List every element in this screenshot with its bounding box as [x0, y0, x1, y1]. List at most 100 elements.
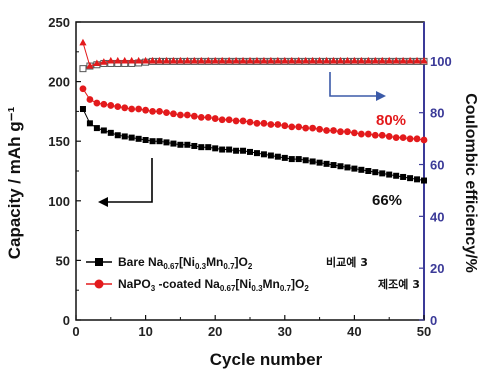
capacity-arrow-head [98, 197, 108, 207]
data-point-s1-x27 [260, 119, 268, 127]
data-point-s0-x34 [309, 158, 316, 165]
x-tick-label-20: 20 [208, 324, 222, 339]
x-tick-label-10: 10 [138, 324, 152, 339]
data-point-s0-x42 [365, 168, 372, 174]
data-point-s1-x3 [93, 99, 101, 107]
data-point-s0-x11 [149, 138, 156, 145]
data-point-s0-x20 [212, 145, 219, 152]
data-point-s1-x40 [351, 129, 358, 137]
data-point-s1-x1 [79, 85, 87, 93]
bare-retention-label: 66% [372, 192, 402, 209]
data-point-s3-x49 [413, 56, 421, 64]
legend-coated-sub3: 0.7 [280, 284, 292, 293]
data-point-s3-x42 [364, 56, 372, 64]
efficiency-arrow-head [376, 91, 386, 101]
svg-text:NaPO3 -coated Na0.67[Ni0.3Mn0.: NaPO3 -coated Na0.67[Ni0.3Mn0.7]O2 [118, 277, 309, 293]
data-point-s0-x10 [142, 137, 149, 144]
data-point-s1-x5 [107, 102, 115, 109]
legend-coated-sub1: 0.67 [220, 284, 236, 293]
data-series [79, 38, 428, 184]
data-point-s3-x41 [357, 56, 365, 64]
data-point-s3-x28 [267, 56, 275, 64]
data-point-s0-x44 [379, 170, 386, 177]
data-point-s1-x22 [225, 116, 233, 124]
data-point-s0-x7 [121, 133, 128, 140]
data-point-s1-x38 [337, 128, 344, 136]
left-y-tick-label-50: 50 [56, 253, 70, 268]
data-point-s1-x43 [371, 131, 379, 139]
data-point-s1-x21 [218, 116, 226, 124]
legend-bare-sub4: 2 [248, 262, 253, 271]
data-point-s3-x45 [385, 56, 393, 64]
data-point-s1-x50 [420, 136, 428, 144]
x-tick-label-50: 50 [417, 324, 431, 339]
data-point-s0-x19 [205, 144, 212, 151]
data-point-s3-x10 [142, 56, 150, 64]
data-point-s0-x50 [421, 177, 427, 184]
legend-bare-sub3: 0.7 [223, 262, 235, 271]
left-y-tick-label-250: 250 [48, 15, 70, 30]
data-point-s3-x20 [211, 56, 219, 64]
data-point-s0-x31 [288, 156, 295, 163]
data-point-s1-x11 [149, 108, 156, 115]
legend-item-coated: NaPO3 -coated Na0.67[Ni0.3Mn0.7]O2 제조예 3 [86, 277, 420, 293]
data-point-s1-x7 [121, 104, 129, 112]
legend-coated-sub0: 3 [151, 284, 156, 293]
data-point-s0-x46 [393, 172, 400, 179]
data-point-s1-x47 [399, 134, 407, 142]
data-point-s0-x16 [184, 141, 191, 148]
legend-coated-pre: NaPO [118, 277, 151, 291]
data-point-s1-x13 [163, 109, 170, 116]
data-point-s3-x21 [218, 56, 226, 64]
legend-coated-sub2: 0.3 [251, 284, 263, 293]
data-point-s0-x23 [233, 147, 240, 154]
legend-marker-bare [95, 258, 103, 266]
series-1 [79, 85, 428, 144]
data-point-s3-x48 [406, 56, 414, 64]
data-point-s0-x29 [274, 153, 281, 160]
data-point-s1-x35 [316, 125, 323, 133]
data-point-s1-x34 [309, 124, 317, 132]
series-0 [79, 106, 427, 184]
data-point-s0-x25 [247, 148, 253, 155]
right-y-tick-label-40: 40 [430, 209, 444, 224]
axis-arrows [98, 72, 386, 207]
left-y-axis-ticks: 0 50 100 150 200 250 [48, 15, 81, 328]
data-point-s3-x39 [343, 56, 352, 64]
data-point-s0-x12 [156, 138, 163, 145]
x-tick-label-40: 40 [347, 324, 361, 339]
data-point-s0-x47 [400, 173, 407, 180]
data-point-s1-x15 [177, 111, 184, 119]
legend-bare-sub2: 0.3 [195, 262, 207, 271]
x-tick-label-30: 30 [278, 324, 292, 339]
data-point-s3-x46 [392, 56, 400, 64]
legend-bare-sub1: 0.67 [163, 262, 179, 271]
legend-coated-note: 제조예 3 [378, 277, 420, 291]
data-point-s0-x9 [135, 135, 142, 142]
data-point-s1-x24 [239, 117, 247, 125]
data-point-s1-x44 [378, 131, 386, 139]
x-axis-ticks: 0 10 20 30 40 50 [72, 315, 431, 339]
data-point-s3-x25 [246, 56, 254, 64]
data-point-s0-x14 [170, 140, 177, 147]
data-point-s0-x35 [316, 159, 323, 166]
data-point-s3-x37 [329, 56, 338, 64]
data-point-s1-x8 [128, 105, 136, 113]
data-point-s1-x9 [135, 105, 143, 113]
data-point-s3-x13 [162, 56, 171, 64]
right-y-axis-title: Coulombic efficiency/% [462, 93, 479, 273]
data-point-s3-x22 [225, 56, 233, 64]
data-point-s1-x29 [274, 121, 282, 128]
data-point-s1-x4 [100, 100, 108, 108]
left-y-tick-label-100: 100 [48, 194, 70, 209]
data-point-s0-x30 [281, 154, 288, 161]
data-point-s0-x39 [344, 164, 351, 171]
legend-bare-note: 비교예 3 [326, 255, 368, 269]
data-point-s0-x40 [351, 165, 358, 172]
data-point-s3-x36 [322, 56, 331, 64]
data-point-s3-x47 [399, 56, 407, 64]
data-point-s3-x11 [148, 56, 157, 64]
right-y-tick-label-20: 20 [430, 261, 444, 276]
left-y-tick-label-0: 0 [63, 313, 70, 328]
